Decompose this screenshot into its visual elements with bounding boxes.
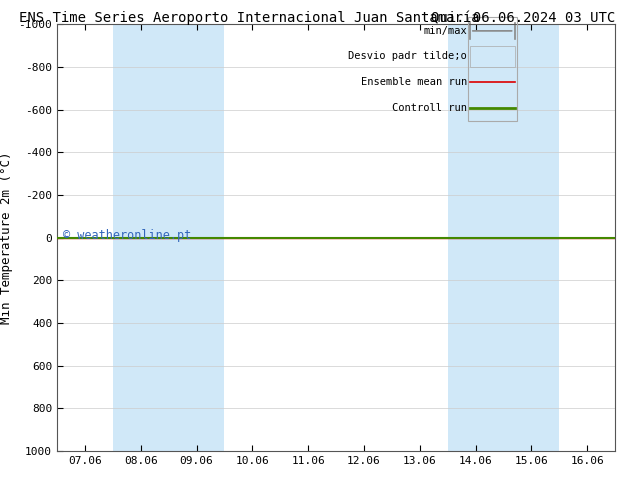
Bar	[469, 17, 517, 121]
Y-axis label: Min Temperature 2m (°C): Min Temperature 2m (°C)	[0, 151, 13, 324]
Bar	[470, 46, 515, 67]
Text: ENS Time Series Aeroporto Internacional Juan Santamaría: ENS Time Series Aeroporto Internacional …	[19, 11, 480, 25]
Text: Qui. 06.06.2024 03 UTC: Qui. 06.06.2024 03 UTC	[430, 11, 615, 25]
Bar	[113, 24, 224, 451]
Text: min/max: min/max	[424, 26, 467, 36]
Bar	[448, 24, 559, 451]
Text: Ensemble mean run: Ensemble mean run	[361, 77, 467, 87]
Text: © weatheronline.pt: © weatheronline.pt	[63, 229, 191, 242]
Text: Controll run: Controll run	[392, 102, 467, 113]
Text: Desvio padr tilde;o: Desvio padr tilde;o	[348, 51, 467, 61]
